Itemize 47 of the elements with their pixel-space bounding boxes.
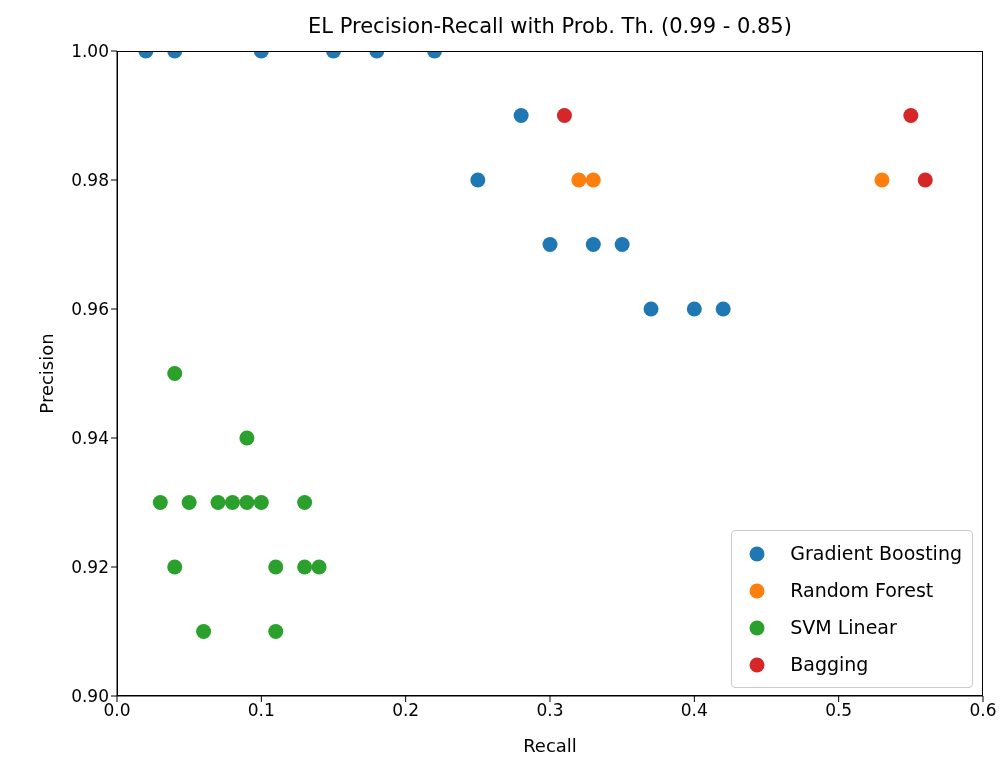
legend-label: Random Forest [790, 578, 934, 603]
y-tick-label: 0.96 [71, 299, 109, 320]
point [268, 624, 284, 639]
y-tick-label: 1.00 [71, 41, 109, 62]
point [903, 108, 919, 123]
y-tick-label: 0.98 [71, 170, 109, 191]
point [239, 495, 255, 510]
legend-label: Gradient Boosting [790, 541, 962, 566]
point [643, 301, 659, 317]
legend-label: SVM Linear [790, 615, 897, 640]
point [239, 430, 255, 446]
x-tick-label: 0.6 [969, 700, 997, 721]
point [311, 559, 327, 575]
x-tick-label: 0.2 [392, 700, 420, 721]
point [297, 495, 313, 510]
point [513, 108, 529, 123]
point [917, 172, 933, 188]
point [167, 366, 183, 381]
point [542, 237, 558, 252]
legend-label: Bagging [790, 652, 869, 677]
point [253, 495, 269, 510]
point [152, 495, 168, 510]
point [686, 301, 702, 317]
point [297, 559, 313, 575]
x-axis-title: Recall [523, 735, 577, 756]
point [196, 624, 212, 639]
point [268, 559, 284, 575]
point [224, 495, 240, 510]
x-tick-label: 0.3 [536, 700, 564, 721]
y-tick-label: 0.92 [71, 557, 109, 578]
point [874, 172, 890, 188]
point [715, 301, 731, 317]
x-tick-label: 0.1 [247, 700, 275, 721]
x-tick-label: 0.5 [825, 700, 853, 721]
chart-title: EL Precision-Recall with Prob. Th. (0.99 - 0.85) [307, 14, 793, 38]
point [181, 495, 197, 510]
point [585, 172, 601, 188]
point [210, 495, 226, 510]
point [470, 172, 486, 188]
point [556, 108, 572, 123]
y-tick-label: 0.94 [71, 428, 109, 449]
x-tick-label: 0.4 [680, 700, 708, 721]
point [167, 559, 183, 575]
point [614, 237, 630, 252]
y-axis-title: Precision [36, 333, 58, 414]
point [571, 172, 587, 188]
point [585, 237, 601, 252]
